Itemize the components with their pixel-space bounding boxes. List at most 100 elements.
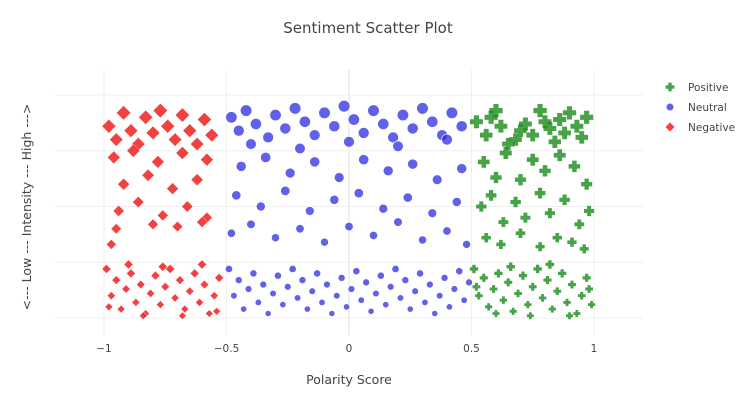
neutral-point	[456, 163, 468, 174]
neutral-point	[288, 264, 297, 273]
neutral-point	[411, 287, 419, 295]
negative-point	[170, 293, 180, 303]
legend-item-positive[interactable]: Positive	[665, 82, 729, 94]
negative-point	[166, 182, 179, 195]
negative-point	[195, 298, 204, 307]
neutral-point	[318, 106, 331, 119]
neutral-point	[416, 102, 429, 115]
neutral-point	[246, 219, 256, 229]
negative-point	[160, 118, 176, 134]
neutral-point	[440, 274, 449, 282]
positive-point	[543, 122, 557, 135]
neutral-point	[234, 276, 243, 284]
legend-item-neutral[interactable]: Neutral	[665, 102, 727, 114]
neutral-point	[402, 192, 413, 203]
positive-point	[567, 280, 576, 289]
neutral-point	[357, 127, 370, 139]
negative-point	[151, 155, 165, 169]
positive-point	[475, 291, 483, 300]
positive-point	[566, 312, 573, 320]
neutral-point	[387, 131, 399, 144]
neutral-point	[323, 280, 331, 289]
positive-point	[484, 110, 498, 124]
positive-point	[580, 110, 594, 124]
negative-point	[175, 275, 185, 285]
neutral-point	[421, 298, 429, 306]
neutral-point	[343, 303, 350, 311]
neutral-point	[396, 294, 405, 302]
neutral-point	[334, 172, 345, 183]
neutral-point	[333, 292, 341, 300]
neutral-point	[418, 235, 427, 245]
positive-point	[510, 196, 521, 208]
neutral-point	[264, 310, 272, 317]
positive-point	[553, 287, 562, 296]
negative-point	[111, 275, 121, 285]
neutral-point	[240, 305, 248, 313]
neutral-point	[298, 276, 307, 284]
neutral-point	[262, 131, 274, 144]
x-tick-label: 1	[591, 343, 598, 355]
neutral-point	[294, 142, 306, 155]
neutral-point	[260, 151, 272, 163]
neutral-point	[230, 292, 238, 300]
negative-point	[212, 307, 221, 316]
positive-point	[481, 233, 491, 243]
neutral-point	[279, 301, 287, 309]
positive-point	[538, 115, 552, 129]
positive-point	[552, 233, 562, 243]
neutral-point	[369, 231, 378, 240]
grid-lines	[55, 70, 643, 335]
negative-point	[131, 298, 141, 307]
neutral-point	[450, 285, 459, 293]
positive-point	[577, 291, 586, 300]
positive-point	[492, 310, 500, 318]
chart-title: Sentiment Scatter Plot	[283, 19, 453, 37]
positive-point	[558, 269, 567, 278]
negative-point	[112, 205, 125, 217]
positive-point	[587, 300, 596, 309]
negative-point	[132, 195, 145, 209]
negative-point	[196, 216, 208, 228]
positive-point	[479, 128, 493, 142]
legend-item-negative[interactable]: Negative	[664, 121, 735, 134]
positive-point	[553, 113, 567, 127]
neutral-point	[455, 267, 464, 276]
negative-point	[182, 123, 198, 138]
negative-point	[152, 103, 168, 119]
negative-point	[106, 291, 116, 301]
neutral-point	[254, 298, 262, 306]
negative-point	[156, 300, 165, 309]
positive-point	[514, 124, 527, 138]
neutral-point	[284, 283, 292, 291]
neutral-point	[269, 289, 277, 298]
negative-point	[180, 304, 190, 314]
positive-point	[494, 119, 508, 133]
negative-point	[199, 279, 210, 290]
negative-point	[204, 127, 219, 143]
neutral-point	[352, 267, 361, 276]
x-axis-ticks: −1 −0.5 0 0.5 1	[96, 343, 597, 355]
series-neutral	[224, 100, 473, 317]
neutral-point	[432, 174, 443, 185]
positive-point	[535, 242, 545, 252]
neutral-point	[284, 167, 296, 179]
negative-point	[147, 218, 159, 231]
positive-point	[489, 285, 498, 293]
negative-point	[121, 284, 131, 294]
neutral-point	[274, 271, 282, 280]
legend[interactable]: Positive Neutral Negative	[664, 82, 735, 134]
negative-point	[171, 220, 184, 233]
negative-point	[185, 286, 195, 296]
negative-point	[174, 107, 190, 123]
positive-point	[568, 160, 581, 173]
neutral-point	[407, 158, 419, 170]
positive-point	[548, 305, 556, 313]
positive-point	[574, 219, 585, 230]
legend-marker-circle-icon	[665, 102, 675, 112]
positive-point	[514, 174, 527, 186]
neutral-point	[279, 122, 292, 135]
negative-point	[197, 112, 212, 127]
positive-point	[583, 205, 595, 217]
